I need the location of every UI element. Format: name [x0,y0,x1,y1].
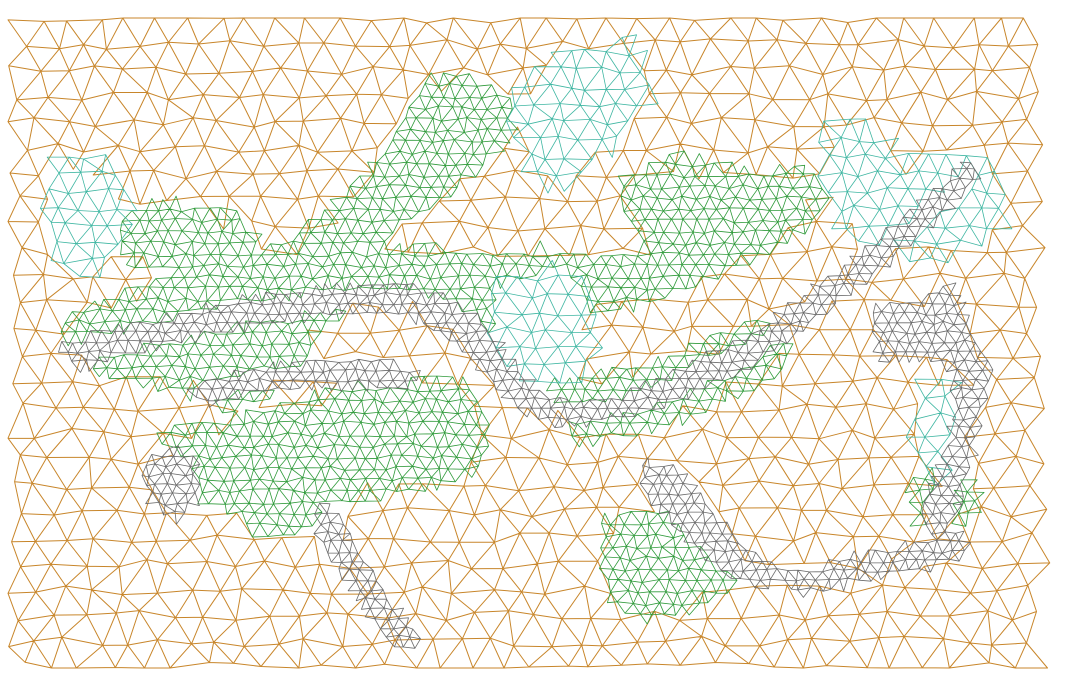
vegetation-triangles [60,72,985,625]
road-layer [58,161,994,649]
water-triangles [40,34,1013,487]
road-triangles [58,161,994,649]
water-layer [40,34,1013,487]
terrain-triangles [7,17,1051,669]
vegetation-layer [60,72,985,625]
terrain-layer [7,17,1051,669]
